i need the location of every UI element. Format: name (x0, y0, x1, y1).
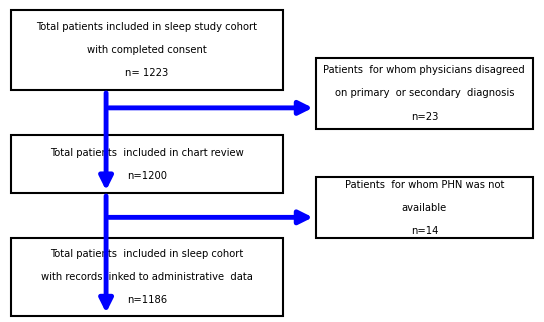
Text: n=23: n=23 (411, 111, 438, 122)
Text: with completed consent: with completed consent (87, 45, 207, 55)
Text: Total patients included in sleep study cohort: Total patients included in sleep study c… (36, 22, 257, 32)
Text: Total patients  included in sleep cohort: Total patients included in sleep cohort (50, 249, 244, 259)
Text: Total patients  included in chart review: Total patients included in chart review (50, 147, 244, 158)
Text: available: available (401, 203, 447, 213)
Text: n=1186: n=1186 (127, 295, 167, 305)
Text: n=14: n=14 (411, 226, 438, 236)
Text: n= 1223: n= 1223 (125, 68, 169, 78)
Text: Patients  for whom physicians disagreed: Patients for whom physicians disagreed (324, 65, 525, 75)
Text: n=1200: n=1200 (127, 171, 167, 181)
FancyBboxPatch shape (11, 10, 283, 90)
FancyBboxPatch shape (316, 177, 533, 238)
FancyBboxPatch shape (11, 135, 283, 193)
Text: with records linked to administrative  data: with records linked to administrative da… (41, 272, 253, 282)
FancyBboxPatch shape (316, 58, 533, 129)
Text: on primary  or secondary  diagnosis: on primary or secondary diagnosis (335, 88, 514, 99)
FancyBboxPatch shape (11, 238, 283, 316)
Text: Patients  for whom PHN was not: Patients for whom PHN was not (345, 179, 504, 190)
